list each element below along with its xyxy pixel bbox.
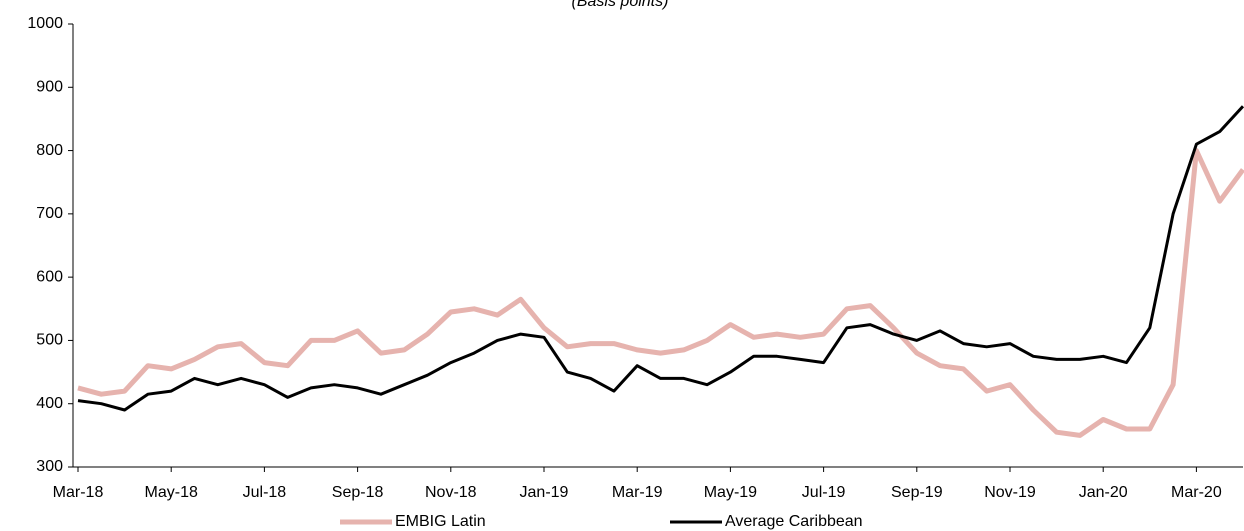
x-tick-label: May-18 <box>145 484 198 501</box>
y-tick-label: 300 <box>36 458 63 475</box>
legend-label: Average Caribbean <box>725 513 863 530</box>
y-tick-label: 400 <box>36 395 63 412</box>
line-series <box>77 105 1244 412</box>
legend-label: EMBIG Latin <box>395 513 486 530</box>
y-tick-label: 600 <box>36 268 63 285</box>
x-tick-label: Mar-18 <box>53 484 104 501</box>
x-tick-label: Sep-19 <box>891 484 943 501</box>
line-series <box>77 148 1244 438</box>
chart-subtitle: (Basis points) <box>572 0 669 10</box>
x-tick-label: Mar-19 <box>612 484 663 501</box>
x-tick-label: Sep-18 <box>332 484 384 501</box>
x-tick-label: Jan-19 <box>520 484 569 501</box>
x-tick-label: Jul-18 <box>243 484 287 501</box>
y-tick-label: 900 <box>36 79 63 96</box>
x-tick-label: Mar-20 <box>1171 484 1222 501</box>
y-tick-label: 700 <box>36 205 63 222</box>
y-tick-label: 500 <box>36 332 63 349</box>
y-tick-label: 1000 <box>27 15 63 32</box>
y-tick-label: 800 <box>36 142 63 159</box>
x-tick-label: May-19 <box>704 484 757 501</box>
x-tick-label: Nov-18 <box>425 484 477 501</box>
x-tick-label: Nov-19 <box>984 484 1036 501</box>
x-tick-label: Jan-20 <box>1079 484 1128 501</box>
x-tick-label: Jul-19 <box>802 484 846 501</box>
